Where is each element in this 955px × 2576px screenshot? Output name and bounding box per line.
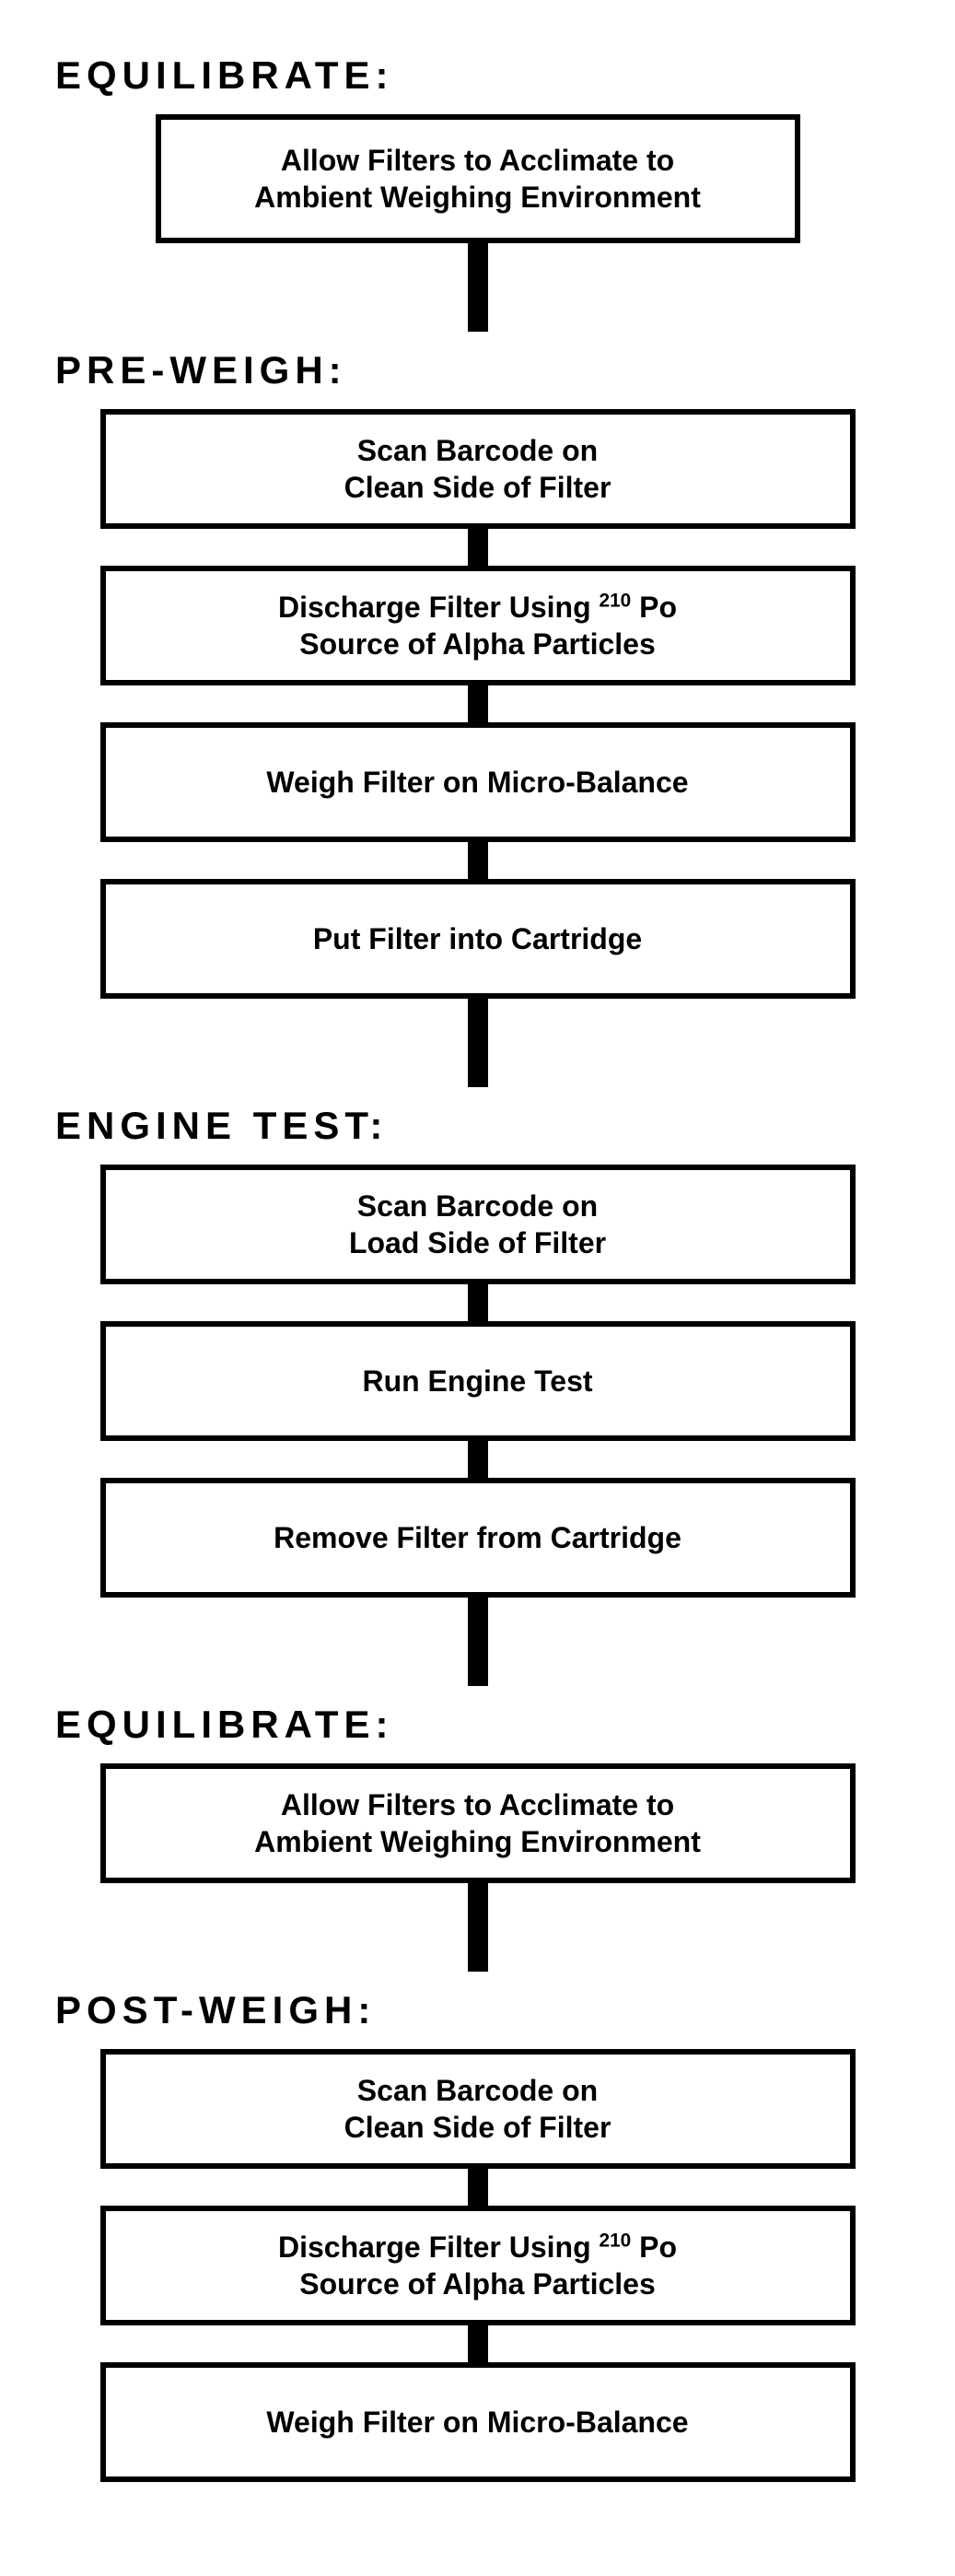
node-acclimate-1: Allow Filters to Acclimate to Ambient We… — [156, 114, 800, 243]
node-discharge-2: Discharge Filter Using 210 PoSource of A… — [100, 2206, 856, 2325]
connector — [468, 1284, 488, 1321]
node-weigh-2: Weigh Filter on Micro-Balance — [100, 2362, 856, 2482]
connector — [468, 1598, 488, 1686]
node-text: Discharge Filter Using 210 PoSource of A… — [278, 2229, 677, 2302]
node-weigh-1: Weigh Filter on Micro-Balance — [100, 722, 856, 842]
connector — [468, 842, 488, 879]
node-cartridge-out: Remove Filter from Cartridge — [100, 1478, 856, 1598]
connector — [468, 2325, 488, 2362]
section-postweigh: POST-WEIGH: — [55, 1988, 376, 2032]
connector — [468, 2169, 488, 2206]
node-text: Scan Barcode on — [357, 432, 598, 469]
node-text: Put Filter into Cartridge — [313, 920, 642, 957]
connector — [468, 243, 488, 332]
connector — [468, 685, 488, 722]
node-text: Clean Side of Filter — [344, 469, 611, 506]
flowchart: EQUILIBRATE: Allow Filters to Acclimate … — [55, 37, 900, 2482]
node-text: Weigh Filter on Micro-Balance — [266, 764, 688, 801]
node-discharge-1: Discharge Filter Using 210 PoSource of A… — [100, 566, 856, 685]
node-text: Scan Barcode on — [357, 1188, 598, 1224]
node-text: Weigh Filter on Micro-Balance — [266, 2404, 688, 2441]
node-text: Discharge Filter Using 210 PoSource of A… — [278, 589, 677, 662]
node-scan-clean-1: Scan Barcode on Clean Side of Filter — [100, 409, 856, 529]
node-text: Ambient Weighing Environment — [254, 179, 701, 216]
node-acclimate-2: Allow Filters to Acclimate to Ambient We… — [100, 1763, 856, 1883]
node-scan-load: Scan Barcode on Load Side of Filter — [100, 1165, 856, 1284]
connector — [468, 999, 488, 1087]
node-text: Scan Barcode on — [357, 2072, 598, 2109]
section-equilibrate-2: EQUILIBRATE: — [55, 1703, 394, 1747]
section-equilibrate-1: EQUILIBRATE: — [55, 53, 394, 98]
connector — [468, 1883, 488, 1972]
node-text: Allow Filters to Acclimate to — [281, 142, 674, 179]
connector — [468, 529, 488, 566]
node-text: Remove Filter from Cartridge — [274, 1519, 681, 1556]
node-text: Clean Side of Filter — [344, 2109, 611, 2146]
node-text: Allow Filters to Acclimate to — [281, 1786, 674, 1823]
node-cartridge-in: Put Filter into Cartridge — [100, 879, 856, 999]
node-text: Load Side of Filter — [349, 1224, 606, 1261]
section-preweigh: PRE-WEIGH: — [55, 348, 347, 392]
node-scan-clean-2: Scan Barcode on Clean Side of Filter — [100, 2049, 856, 2169]
section-engine-test: ENGINE TEST: — [55, 1104, 388, 1148]
connector — [468, 1441, 488, 1478]
node-text: Ambient Weighing Environment — [254, 1823, 701, 1860]
node-run-test: Run Engine Test — [100, 1321, 856, 1441]
node-text: Run Engine Test — [362, 1363, 592, 1399]
